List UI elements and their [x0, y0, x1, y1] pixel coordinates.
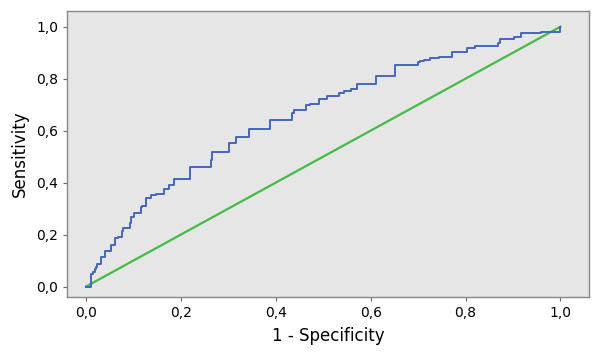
Y-axis label: Sensitivity: Sensitivity: [11, 111, 29, 197]
X-axis label: 1 - Specificity: 1 - Specificity: [272, 327, 384, 345]
